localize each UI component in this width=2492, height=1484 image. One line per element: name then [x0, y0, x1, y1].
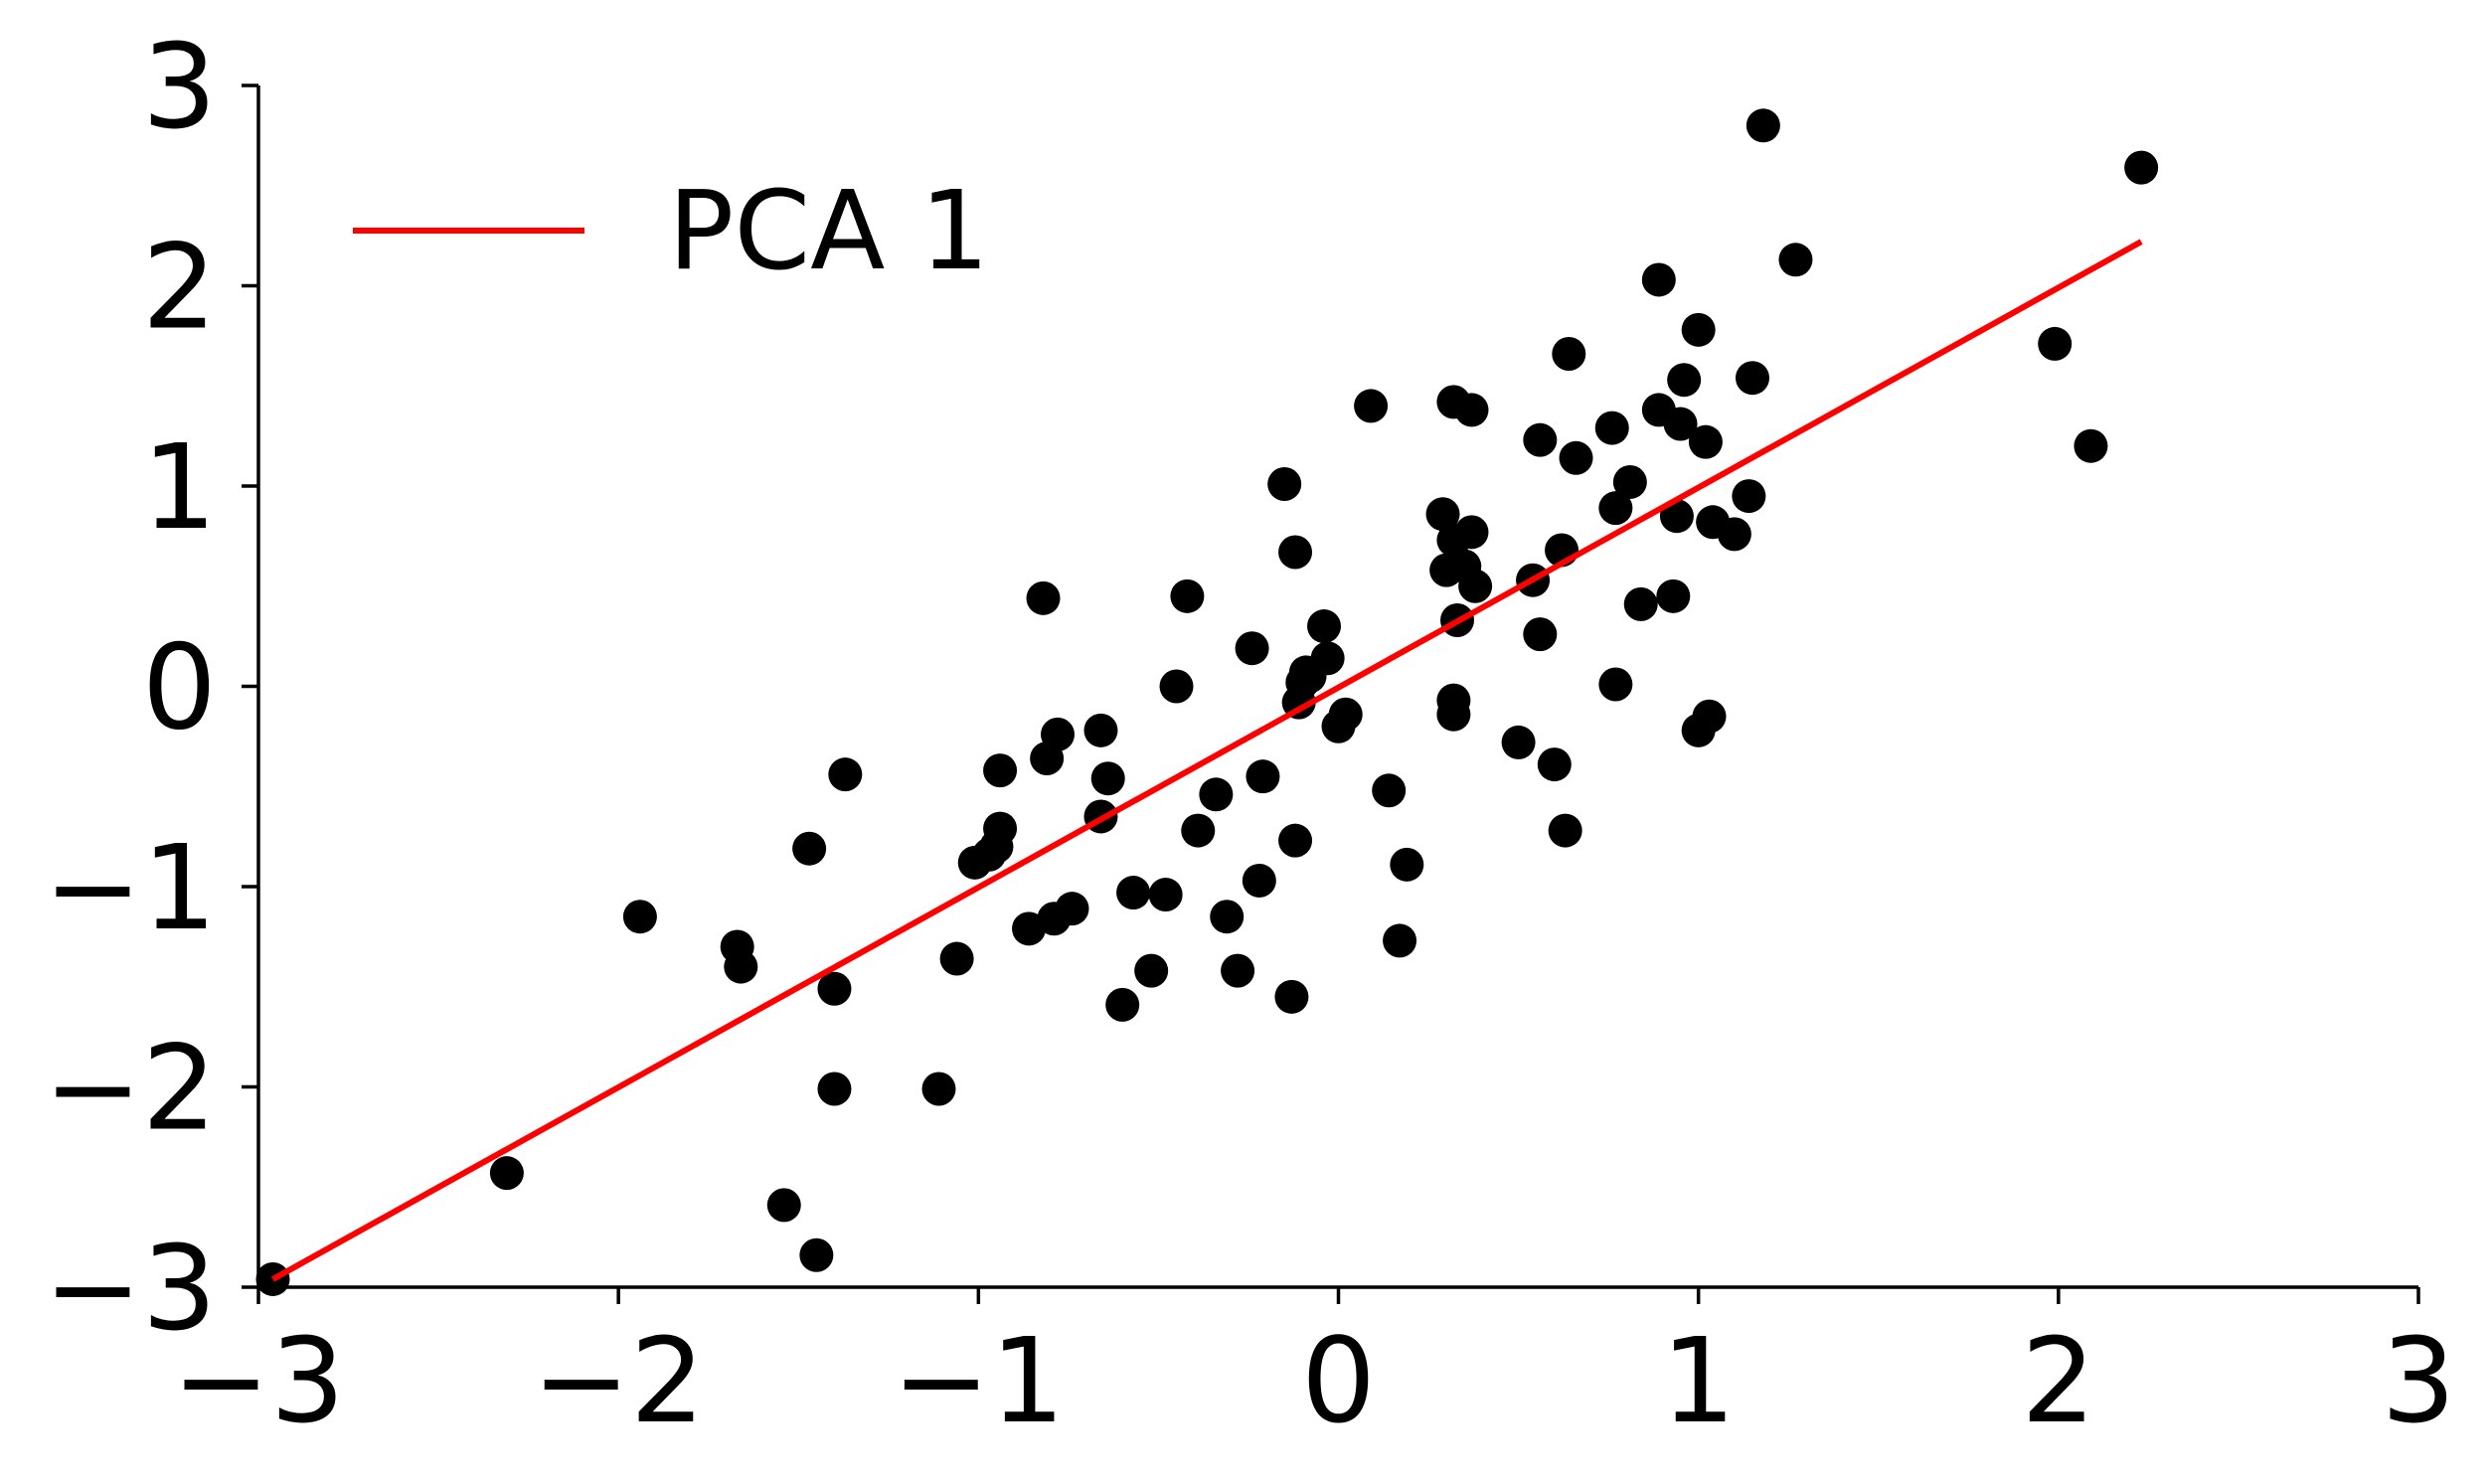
scatter-point-49: [1310, 641, 1345, 676]
scatter-point-26: [1090, 761, 1125, 796]
x-tick-label-3: 0: [1301, 1312, 1376, 1449]
scatter-point-38: [1242, 863, 1276, 898]
scatter-point-74: [1552, 337, 1586, 372]
scatter-point-7: [799, 1237, 834, 1272]
scatter-points: [255, 108, 2159, 1296]
y-tick-label-2: −1: [44, 819, 217, 956]
scatter-point-98: [2074, 428, 2108, 463]
scatter-point-71: [1537, 747, 1572, 782]
scatter-point-86: [1667, 363, 1702, 398]
series-line-pca-1: [271, 239, 2143, 1282]
x-tick-label-6: 3: [2381, 1312, 2455, 1449]
scatter-point-4: [724, 949, 758, 984]
scatter-point-70: [1523, 617, 1558, 652]
legend-label: PCA 1: [668, 167, 989, 294]
scatter-point-48: [1307, 609, 1342, 644]
scatter-point-73: [1548, 813, 1582, 848]
scatter-point-55: [1390, 847, 1424, 882]
scatter-point-56: [1425, 497, 1460, 532]
scatter-point-75: [1559, 440, 1593, 475]
x-tick-label-4: 1: [1661, 1312, 1736, 1449]
scatter-point-35: [1210, 900, 1245, 934]
y-axis-ticks: −3 −2 −1 0 1 2 3: [44, 18, 258, 1357]
scatter-point-95: [1745, 108, 1780, 143]
scatter-point-92: [1717, 517, 1751, 552]
scatter-point-99: [2124, 150, 2159, 185]
legend: PCA 1: [353, 167, 989, 294]
scatter-point-85: [1663, 407, 1698, 441]
x-tick-label-1: −2: [532, 1312, 705, 1449]
scatter-point-64: [1454, 515, 1489, 550]
scatter-point-52: [1354, 389, 1389, 423]
scatter-point-33: [1181, 813, 1216, 848]
scatter-point-53: [1372, 773, 1407, 808]
y-tick-label-6: 3: [142, 18, 217, 155]
scatter-point-51: [1328, 697, 1363, 732]
scatter-point-76: [1594, 411, 1629, 445]
scatter-point-2: [622, 900, 657, 934]
scatter-point-9: [817, 1072, 852, 1106]
scatter-point-30: [1148, 878, 1183, 912]
x-tick-label-2: −1: [892, 1312, 1065, 1449]
scatter-point-37: [1235, 631, 1269, 666]
scatter-point-90: [1692, 699, 1727, 734]
scatter-point-6: [792, 831, 827, 866]
scatter-point-28: [1116, 876, 1151, 910]
scatter-point-24: [1083, 713, 1118, 747]
scatter-point-29: [1134, 953, 1169, 988]
scatter-point-67: [1501, 725, 1536, 759]
scatter-point-41: [1274, 979, 1309, 1014]
scatter-point-11: [921, 1072, 956, 1106]
scatter-point-39: [1246, 759, 1280, 794]
scatter-point-81: [1641, 262, 1676, 297]
scatter-point-10: [828, 757, 863, 792]
x-tick-label-5: 2: [2021, 1312, 2095, 1449]
scatter-point-83: [1656, 578, 1691, 613]
x-axis-ticks: −3 −2 −1 0 1 2 3: [172, 1287, 2456, 1449]
scatter-point-40: [1267, 466, 1302, 501]
y-tick-label-4: 1: [142, 418, 217, 556]
scatter-point-43: [1278, 535, 1313, 570]
scatter-point-36: [1221, 953, 1255, 988]
y-tick-label-1: −2: [44, 1020, 217, 1157]
scatter-point-19: [1026, 580, 1061, 615]
scatter-point-16: [983, 753, 1018, 788]
scatter-point-88: [1681, 312, 1716, 347]
scatter-point-27: [1105, 987, 1140, 1022]
scatter-point-96: [1778, 243, 1813, 277]
scatter-point-8: [817, 971, 852, 1006]
scatter-point-17: [983, 811, 1018, 846]
scatter-point-89: [1688, 424, 1723, 459]
series-lines: [271, 239, 2143, 1282]
scatter-point-22: [1041, 717, 1076, 751]
y-tick-label-0: −3: [44, 1220, 217, 1357]
scatter-point-93: [1732, 479, 1766, 514]
scatter-point-94: [1735, 361, 1769, 396]
scatter-point-69: [1523, 422, 1558, 457]
scatter-point-66: [1458, 569, 1493, 603]
scatter-point-1: [489, 1156, 524, 1191]
scatter-point-12: [939, 941, 974, 976]
scatter-point-32: [1170, 578, 1205, 613]
scatter-point-61: [1436, 697, 1471, 732]
y-tick-label-3: 0: [142, 619, 217, 756]
scatter-point-54: [1383, 923, 1417, 958]
scatter-point-77: [1598, 491, 1633, 526]
scatter-point-34: [1199, 777, 1234, 812]
scatter-point-65: [1454, 393, 1489, 427]
scatter-point-31: [1159, 669, 1194, 704]
scatter-point-97: [2038, 326, 2073, 361]
scatter-point-79: [1612, 464, 1647, 499]
scatter-point-80: [1623, 586, 1658, 621]
scatter-point-42: [1278, 823, 1313, 858]
y-tick-label-5: 2: [142, 219, 217, 356]
scatter-point-5: [766, 1188, 801, 1223]
x-tick-label-0: −3: [172, 1312, 345, 1449]
scatter-point-23: [1055, 892, 1089, 926]
scatter-point-78: [1598, 667, 1633, 702]
